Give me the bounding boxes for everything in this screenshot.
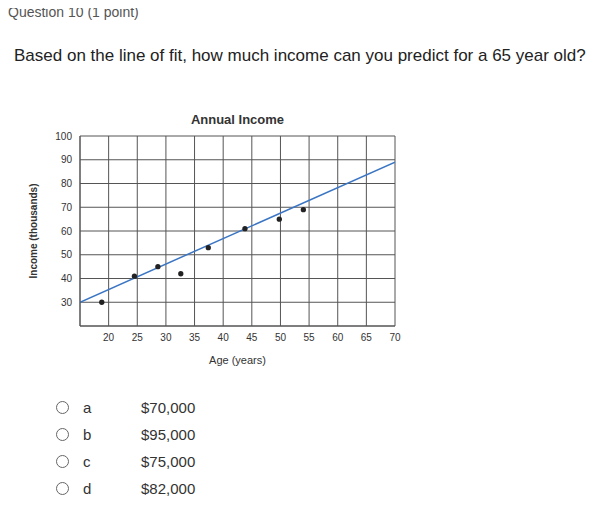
svg-text:70: 70 [61,202,73,213]
svg-text:90: 90 [61,154,73,165]
html-text:a: a [83,398,92,416]
svg-text:20: 20 [103,332,115,343]
svg-text:100: 100 [55,131,72,142]
html-text:Based on the line of fit, how: Based on the line of fit, how much incom… [14,46,586,65]
svg-text:70: 70 [389,332,401,343]
svg-text:80: 80 [61,178,73,189]
html-text:$75,000: $75,000 [141,452,196,470]
svg-text:Age (years): Age (years) [209,354,266,366]
svg-text:25: 25 [132,332,144,343]
html-text:$95,000: $95,000 [141,425,196,443]
svg-text:50: 50 [275,332,287,343]
svg-text:60: 60 [332,332,344,343]
html-text:$70,000: $70,000 [141,398,196,416]
svg-text:30: 30 [160,332,172,343]
svg-text:45: 45 [246,332,258,343]
svg-text:40: 40 [61,273,73,284]
svg-text:60: 60 [61,226,73,237]
svg-text:65: 65 [361,332,373,343]
svg-text:30: 30 [61,297,73,308]
svg-text:40: 40 [218,332,230,343]
html-text:c: c [83,452,91,470]
svg-text:50: 50 [61,249,73,260]
svg-text:55: 55 [304,332,316,343]
html-text:$82,000: $82,000 [141,479,196,497]
svg-text:35: 35 [189,332,201,343]
svg-text:Income (thousands): Income (thousands) [28,183,39,278]
html-text:d: d [83,479,92,497]
html-text:Annual Income: Annual Income [190,112,285,127]
html-text:b: b [83,425,92,443]
